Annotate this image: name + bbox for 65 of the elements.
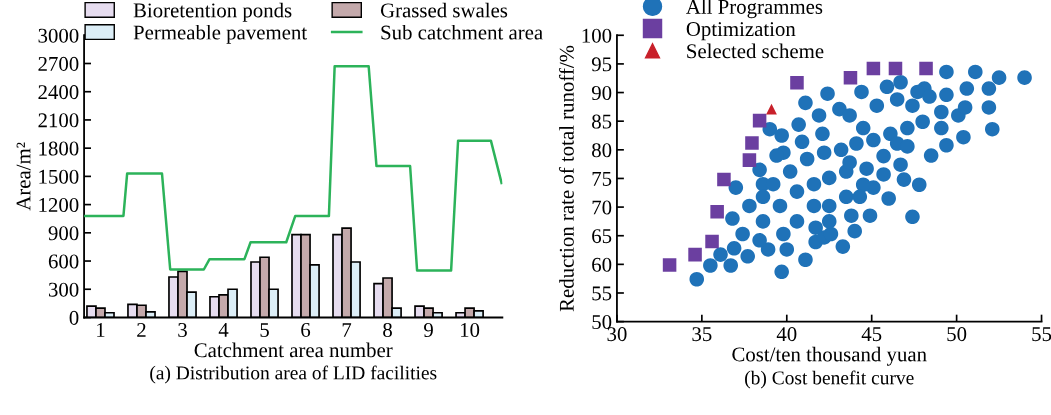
point bbox=[662, 258, 677, 272]
point bbox=[705, 234, 719, 249]
x-tick-label: 40 bbox=[776, 327, 797, 342]
x-tick-label: 5 bbox=[260, 323, 269, 337]
x-axis-title: Cost/ten thousand yuan bbox=[732, 346, 927, 366]
y-axis-title: Reduction rate of total runoff/% bbox=[558, 45, 574, 312]
y-tick-label: 95 bbox=[591, 57, 612, 72]
y-axis-title: Area/m² bbox=[16, 142, 31, 211]
text: (a) Distribution area of LID facilities bbox=[150, 365, 437, 384]
legend-label: Permeable pavement bbox=[133, 24, 308, 44]
x-tick-label: 8 bbox=[383, 322, 392, 337]
y-tick-label: 75 bbox=[592, 172, 612, 186]
x-tick-label: 2 bbox=[137, 323, 146, 337]
x-tick-label: 30 bbox=[607, 327, 627, 342]
y-tick-label: 1500 bbox=[39, 169, 79, 184]
x-tick-label: 1 bbox=[97, 323, 105, 337]
x-axis-title: Catchment area number bbox=[194, 342, 393, 358]
legend-label: Optimization bbox=[686, 22, 796, 41]
x-tick-label: 45 bbox=[861, 327, 882, 342]
y-tick-label: 900 bbox=[48, 226, 79, 241]
y-tick-label: 90 bbox=[591, 85, 612, 100]
y-tick-label: 100 bbox=[582, 28, 612, 43]
legend-label: Selected scheme bbox=[687, 43, 824, 59]
x-tick-label: 35 bbox=[692, 327, 712, 342]
y-tick-label: 1800 bbox=[39, 141, 79, 156]
y-tick-label: 70 bbox=[592, 200, 612, 215]
x-tick-label: 3 bbox=[178, 323, 187, 337]
y-tick-label: 2400 bbox=[38, 85, 79, 100]
point bbox=[688, 247, 702, 262]
text: (b) Cost benefit curve bbox=[745, 370, 914, 389]
point bbox=[752, 113, 767, 128]
x-tick-label: 4 bbox=[218, 323, 229, 337]
point bbox=[790, 76, 804, 90]
point bbox=[843, 70, 858, 85]
y-tick-label: 80 bbox=[592, 143, 612, 158]
y-tick-label: 55 bbox=[592, 286, 612, 301]
y-tick-label: 300 bbox=[48, 282, 79, 297]
legend-label: All Programmes bbox=[686, 0, 823, 19]
y-tick-label: 3000 bbox=[38, 28, 79, 43]
y-tick-label: 0 bbox=[69, 310, 79, 325]
x-tick-label: 6 bbox=[301, 323, 311, 337]
point bbox=[766, 103, 777, 115]
y-tick-label: 600 bbox=[48, 254, 79, 269]
point bbox=[710, 204, 724, 219]
x-tick-label: 9 bbox=[424, 323, 433, 337]
legend-label: Sub catchment area bbox=[381, 24, 543, 40]
x-tick-label: 10 bbox=[460, 322, 480, 337]
legend-label: Grassed swales bbox=[380, 2, 508, 18]
legend-label: Bioretention ponds bbox=[133, 2, 292, 22]
point bbox=[866, 61, 881, 76]
y-tick-label: 85 bbox=[592, 114, 612, 129]
point bbox=[717, 172, 731, 187]
y-tick-label: 1200 bbox=[39, 197, 79, 213]
x-tick-label: 55 bbox=[1032, 327, 1051, 342]
y-tick-label: 60 bbox=[592, 257, 612, 272]
y-tick-label: 2100 bbox=[38, 113, 79, 128]
x-tick-label: 50 bbox=[947, 327, 967, 342]
point bbox=[888, 61, 903, 76]
x-tick-label: 7 bbox=[342, 323, 352, 337]
point bbox=[745, 136, 759, 150]
point bbox=[742, 153, 757, 167]
y-tick-label: 2700 bbox=[38, 56, 79, 71]
point bbox=[919, 61, 933, 76]
y-tick-label: 65 bbox=[592, 229, 612, 244]
line-series bbox=[84, 65, 503, 272]
